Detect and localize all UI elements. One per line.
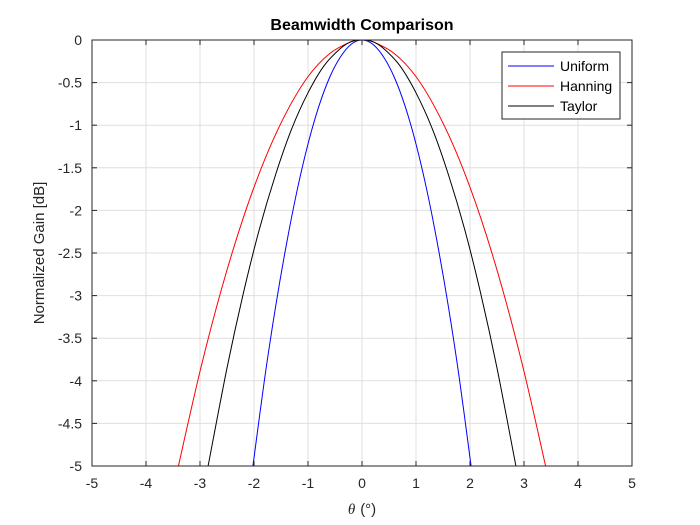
x-tick-labels: -5 -4 -3 -2 -1 0 1 2 3 4 5: [86, 475, 636, 491]
ticks: [91, 39, 633, 467]
legend-label-uniform: Uniform: [560, 58, 609, 74]
chart-title: Beamwidth Comparison: [270, 17, 453, 34]
x-tick-label-neg3: -3: [194, 475, 207, 491]
y-tick-label-neg3: -3: [70, 288, 83, 304]
x-tick-label-4: 4: [574, 475, 582, 491]
y-tick-label-neg0p5: -0.5: [58, 75, 82, 91]
y-tick-label-neg5: -5: [70, 458, 83, 474]
y-tick-label-neg3p5: -3.5: [58, 330, 82, 346]
legend-label-taylor: Taylor: [560, 98, 598, 114]
x-tick-label-neg4: -4: [140, 475, 153, 491]
y-tick-label-neg4: -4: [70, 373, 83, 389]
x-axis-label-symbol: θ: [348, 502, 356, 518]
x-tick-label-neg1: -1: [302, 475, 315, 491]
y-tick-label-neg2p5: -2.5: [58, 245, 82, 261]
y-tick-label-neg2: -2: [70, 202, 83, 218]
legend: Uniform Hanning Taylor: [501, 51, 621, 120]
y-axis-label: Normalized Gain [dB]: [31, 182, 48, 325]
x-axis-label: θ (°): [348, 501, 376, 518]
y-tick-label-0: 0: [74, 32, 82, 48]
x-tick-label-2: 2: [466, 475, 474, 491]
y-tick-label-neg1: -1: [70, 117, 83, 133]
x-tick-label-neg2: -2: [248, 475, 261, 491]
x-tick-label-1: 1: [412, 475, 420, 491]
y-tick-label-neg4p5: -4.5: [58, 415, 82, 431]
x-tick-label-0: 0: [358, 475, 366, 491]
y-tick-label-neg1p5: -1.5: [58, 160, 82, 176]
legend-label-hanning: Hanning: [560, 78, 612, 94]
x-axis-label-unit: (°): [360, 501, 376, 518]
x-tick-label-5: 5: [628, 475, 636, 491]
x-tick-label-3: 3: [520, 475, 528, 491]
x-tick-label-neg5: -5: [86, 475, 99, 491]
y-tick-labels: 0 -0.5 -1 -1.5 -2 -2.5 -3 -3.5 -4 -4.5 -5: [58, 32, 82, 474]
